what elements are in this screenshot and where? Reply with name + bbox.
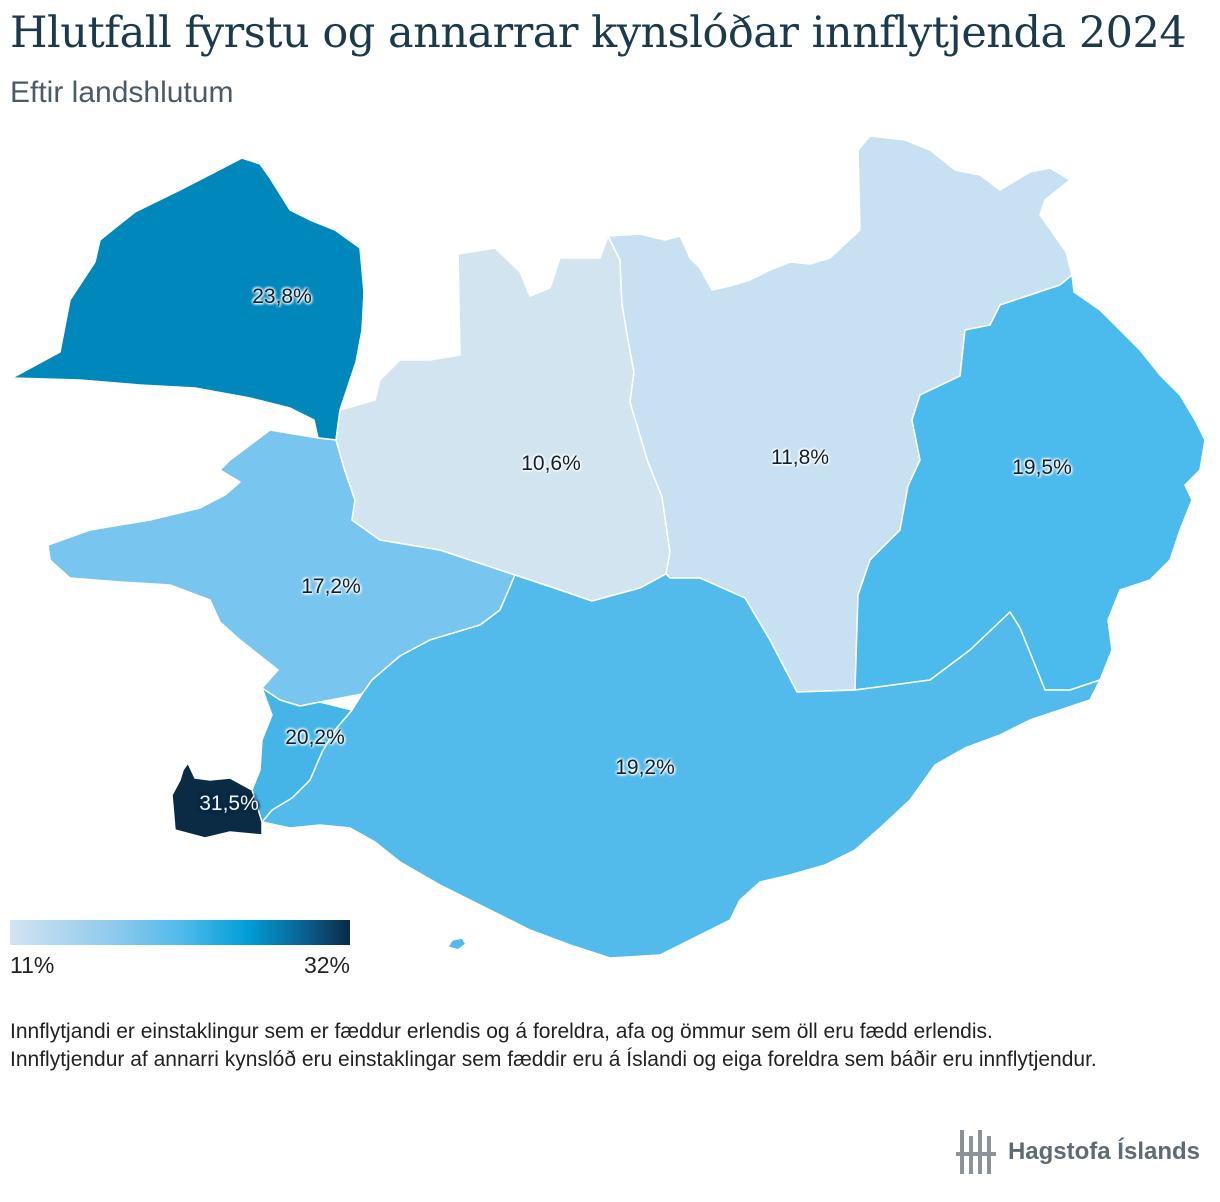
region-label-south: 19,2% [615, 756, 675, 779]
region-vestmannaeyjar[interactable] [447, 937, 467, 951]
hagstofa-logo-icon [955, 1130, 996, 1174]
color-legend: 11% 32% [10, 920, 350, 978]
footnote-line-2: Innflytjendur af annarri kynslóð eru ein… [10, 1048, 1097, 1071]
brand-name: Hagstofa Íslands [1007, 1138, 1200, 1165]
region-label-westfjords: 23,8% [252, 285, 312, 308]
chart-subtitle: Eftir landshlutum [10, 76, 234, 109]
brand-logo: Hagstofa Íslands [955, 1130, 1200, 1174]
legend-min-label: 11% [10, 952, 55, 978]
region-label-east: 19,5% [1012, 456, 1072, 479]
legend-gradient-bar [10, 920, 350, 945]
chart-title: Hlutfall fyrstu og annarrar kynslóðar in… [10, 8, 1187, 58]
region-southern-peninsula[interactable] [171, 762, 263, 839]
footnote-line-1: Innflytjandi er einstaklingur sem er fæd… [10, 1020, 993, 1043]
legend-max-label: 32% [303, 952, 350, 978]
region-label-capital: 20,2% [285, 726, 345, 749]
region-capital[interactable] [251, 687, 353, 823]
footnote: Innflytjandi er einstaklingur sem er fæd… [10, 1018, 1210, 1074]
region-westfjords[interactable] [11, 157, 365, 441]
region-label-southern-peninsula: 31,5% [199, 792, 259, 815]
region-label-northwest: 10,6% [521, 452, 581, 475]
region-label-west: 17,2% [301, 575, 361, 598]
region-label-northeast: 11,8% [771, 446, 829, 469]
iceland-map [11, 135, 1206, 959]
